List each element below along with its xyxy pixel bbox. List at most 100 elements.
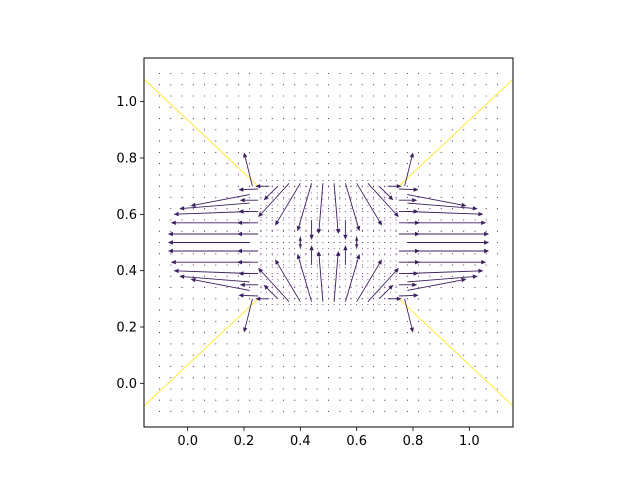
field-dot [266,211,267,212]
field-dot [294,273,296,274]
field-dot [311,273,313,274]
field-dot [339,264,341,266]
field-dot [373,223,375,225]
field-dot [429,230,431,232]
field-dot [181,287,183,289]
field-dot [361,196,363,198]
field-dot [316,242,318,243]
field-dot [496,309,499,311]
field-dot [237,163,239,165]
field-dot [260,320,262,322]
vector-arrow [367,182,399,218]
field-dot [350,275,352,277]
field-dot [418,332,420,334]
field-dot [294,242,296,243]
vector-arrow [407,211,484,217]
field-dot [429,309,431,311]
field-dot [170,208,172,210]
field-dot [395,254,397,256]
field-dot [249,140,251,142]
field-dot [350,84,352,86]
field-dot [260,208,262,210]
field-dot [339,332,341,334]
field-dot [288,254,290,256]
field-dot [327,208,330,210]
field-dot [485,208,487,210]
field-dot [384,279,386,281]
field-dot [294,332,296,334]
field-dot [316,174,318,176]
field-dot [260,223,262,225]
field-dot [474,219,476,221]
field-dot [384,399,386,401]
field-dot [440,151,442,153]
field-dot [361,320,363,322]
field-dot [288,248,290,250]
field-dot [328,254,329,256]
field-dot [327,174,330,176]
field-dot [390,304,391,305]
field-dot [288,223,290,225]
field-dot [384,410,386,413]
field-dot [204,208,206,210]
vector-arrow [296,253,313,302]
field-dot [384,106,386,108]
field-dot [373,253,375,255]
field-dot [474,118,476,120]
field-dot [356,192,358,194]
field-dot [327,84,330,86]
field-dot [328,235,329,237]
field-dot [192,72,194,75]
field-dot [440,118,442,120]
field-dot [406,298,408,300]
field-dot [339,410,341,413]
field-dot [327,287,330,289]
field-dot [451,185,453,187]
field-dot [271,192,273,194]
field-dot [350,377,352,379]
field-dot [429,140,431,142]
field-dot [305,285,307,287]
field-dot [260,332,262,334]
field-dot [260,174,262,176]
field-dot [305,260,307,262]
field-dot [339,174,341,176]
field-dot [316,196,318,198]
field-dot [294,180,296,181]
field-dot [327,399,330,401]
field-dot [170,388,172,390]
field-dot [192,332,194,334]
field-dot [260,264,262,266]
field-dot [373,118,375,120]
field-dot [367,217,369,219]
field-dot [451,253,453,255]
field-dot [463,410,465,413]
field-dot [361,343,363,345]
field-dot [395,287,397,289]
field-dot [316,275,318,277]
field-dot [282,343,284,345]
field-dot [429,365,431,367]
field-dot [204,410,206,413]
field-dot [333,180,335,181]
field-dot [367,291,369,293]
field-dot [418,253,420,255]
field-dot [192,230,194,232]
field-dot [215,230,217,232]
field-dot [361,174,363,176]
field-dot [328,217,329,219]
field-dot [395,208,397,210]
field-dot [299,266,301,268]
field-dot [361,230,363,232]
field-dot [170,230,172,232]
field-dot [361,399,363,401]
field-dot [350,320,352,322]
field-dot [226,343,228,345]
field-dot [294,297,296,299]
field-dot [282,287,284,289]
field-dot [395,253,397,255]
y-axis-ticks: 0.0 0.2 0.4 0.6 0.8 1.0 [116,95,144,392]
vector-arrow [190,277,250,291]
field-dot [496,377,499,379]
field-dot [440,343,442,345]
